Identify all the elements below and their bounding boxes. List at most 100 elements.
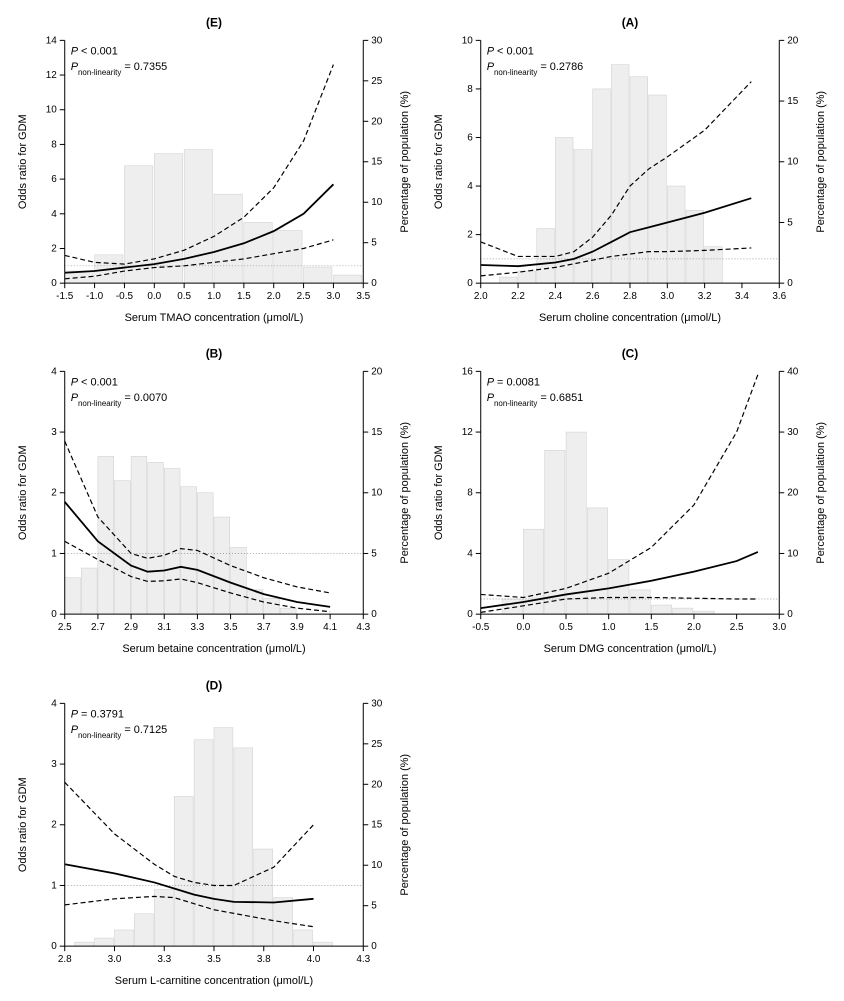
x-tick-label: 2.5 xyxy=(58,623,72,634)
x-tick-label: 2.5 xyxy=(730,623,744,634)
x-tick-label: 1.0 xyxy=(207,291,221,302)
x-tick-label: 3.9 xyxy=(290,623,304,634)
y-right-axis-label: Percentage of population (%) xyxy=(399,422,411,564)
panel-empty xyxy=(426,673,834,996)
x-tick-label: 3.1 xyxy=(157,623,171,634)
histogram-bar xyxy=(81,568,97,614)
y-right-tick-label: 30 xyxy=(787,427,799,438)
y-left-tick-label: 0 xyxy=(467,278,473,289)
histogram-bar xyxy=(254,849,273,946)
p-nonlinearity-text: Pnon-linearity = 0.0070 xyxy=(71,393,168,409)
y-right-tick-label: 15 xyxy=(371,820,383,831)
y-right-tick-label: 20 xyxy=(787,488,799,499)
y-left-tick-label: 1 xyxy=(51,549,57,560)
x-tick-label: 2.0 xyxy=(474,291,488,302)
x-axis-label: Serum DMG concentration (μmol/L) xyxy=(544,643,717,655)
x-tick-label: 3.5 xyxy=(356,291,370,302)
histogram-bar xyxy=(214,728,233,947)
x-axis-label: Serum TMAO concentration (μmol/L) xyxy=(125,312,304,324)
histogram-bar xyxy=(294,930,313,946)
p-value-text: P = 0.3791 xyxy=(71,708,124,720)
y-right-axis-label: Percentage of population (%) xyxy=(399,754,411,896)
x-tick-label: 2.9 xyxy=(124,623,138,634)
y-left-tick-label: 0 xyxy=(51,278,57,289)
histogram-bar xyxy=(667,186,685,283)
y-left-tick-label: 4 xyxy=(51,209,57,220)
y-left-tick-label: 6 xyxy=(467,132,473,143)
x-tick-label: 3.0 xyxy=(660,291,674,302)
panel-C: (C)-0.50.00.51.01.52.02.53.0048121601020… xyxy=(426,341,834,664)
histogram-bar xyxy=(154,889,173,946)
y-left-tick-label: 0 xyxy=(51,610,57,621)
y-left-tick-label: 2 xyxy=(51,488,57,499)
x-tick-label: 2.5 xyxy=(297,291,311,302)
y-left-tick-label: 10 xyxy=(46,105,58,116)
x-tick-label: 4.0 xyxy=(307,954,321,965)
x-tick-label: 2.8 xyxy=(58,954,72,965)
histogram-bar xyxy=(264,599,280,615)
y-left-tick-label: 0 xyxy=(51,941,57,952)
histogram-bar xyxy=(234,748,253,946)
histogram-bar xyxy=(214,194,242,283)
histogram-bar xyxy=(593,89,611,283)
y-left-axis-label: Odds ratio for GDM xyxy=(17,114,29,209)
histogram-bar xyxy=(131,457,147,615)
y-right-tick-label: 15 xyxy=(371,427,383,438)
histogram-bar xyxy=(214,517,230,614)
panel-B: (B)2.52.72.93.13.33.53.73.94.14.30123405… xyxy=(10,341,418,664)
p-nonlinearity-text: Pnon-linearity = 0.6851 xyxy=(487,393,584,409)
histogram-bar xyxy=(518,271,536,283)
y-left-tick-label: 4 xyxy=(467,181,473,192)
y-right-tick-label: 0 xyxy=(787,278,793,289)
x-tick-label: 0.5 xyxy=(177,291,191,302)
histogram-bar xyxy=(114,481,130,615)
p-value-text: P = 0.0081 xyxy=(487,377,540,389)
y-right-tick-label: 10 xyxy=(787,157,799,168)
y-right-tick-label: 25 xyxy=(371,76,383,87)
x-tick-label: 3.0 xyxy=(327,291,341,302)
y-right-tick-label: 0 xyxy=(371,610,377,621)
panel-title: (A) xyxy=(622,15,639,29)
x-tick-label: 0.0 xyxy=(516,623,530,634)
y-right-tick-label: 10 xyxy=(787,549,799,560)
p-nonlinearity-text: Pnon-linearity = 0.2786 xyxy=(487,61,584,77)
p-nonlinearity-text: Pnon-linearity = 0.7355 xyxy=(71,61,168,77)
y-left-axis-label: Odds ratio for GDM xyxy=(433,114,445,209)
y-right-axis-label: Percentage of population (%) xyxy=(815,422,827,564)
x-tick-label: 0.5 xyxy=(559,623,573,634)
histogram-bar xyxy=(314,942,333,946)
y-right-tick-label: 20 xyxy=(371,779,383,790)
y-right-tick-label: 0 xyxy=(371,941,377,952)
y-left-tick-label: 4 xyxy=(467,549,473,560)
y-left-tick-label: 3 xyxy=(51,759,57,770)
y-left-axis-label: Odds ratio for GDM xyxy=(17,446,29,541)
x-tick-label: 4.1 xyxy=(323,623,337,634)
y-left-tick-label: 8 xyxy=(51,139,57,150)
x-axis-label: Serum betaine concentration (μmol/L) xyxy=(122,643,305,655)
x-tick-label: 4.3 xyxy=(356,623,370,634)
y-right-tick-label: 0 xyxy=(371,278,377,289)
y-left-axis-label: Odds ratio for GDM xyxy=(433,446,445,541)
x-tick-label: 0.0 xyxy=(147,291,161,302)
p-value-text: P < 0.001 xyxy=(487,45,534,57)
y-left-tick-label: 2 xyxy=(51,243,57,254)
y-right-tick-label: 40 xyxy=(787,367,799,378)
y-right-tick-label: 5 xyxy=(787,217,793,228)
x-tick-label: 1.5 xyxy=(644,623,658,634)
histogram-bar xyxy=(333,275,361,283)
histogram-bar xyxy=(537,229,555,284)
x-tick-label: 2.0 xyxy=(267,291,281,302)
y-left-tick-label: 14 xyxy=(46,35,58,46)
histogram-bar xyxy=(304,267,332,283)
x-tick-label: 3.2 xyxy=(698,291,712,302)
x-tick-label: 3.3 xyxy=(191,623,205,634)
y-right-tick-label: 0 xyxy=(787,610,793,621)
y-left-tick-label: 8 xyxy=(467,488,473,499)
histogram-bar xyxy=(231,548,247,615)
x-tick-label: 1.5 xyxy=(237,291,251,302)
x-tick-label: 1.0 xyxy=(602,623,616,634)
y-left-tick-label: 4 xyxy=(51,367,57,378)
x-tick-label: 3.6 xyxy=(772,291,786,302)
x-tick-label: -0.5 xyxy=(472,623,490,634)
x-tick-label: 3.0 xyxy=(108,954,122,965)
